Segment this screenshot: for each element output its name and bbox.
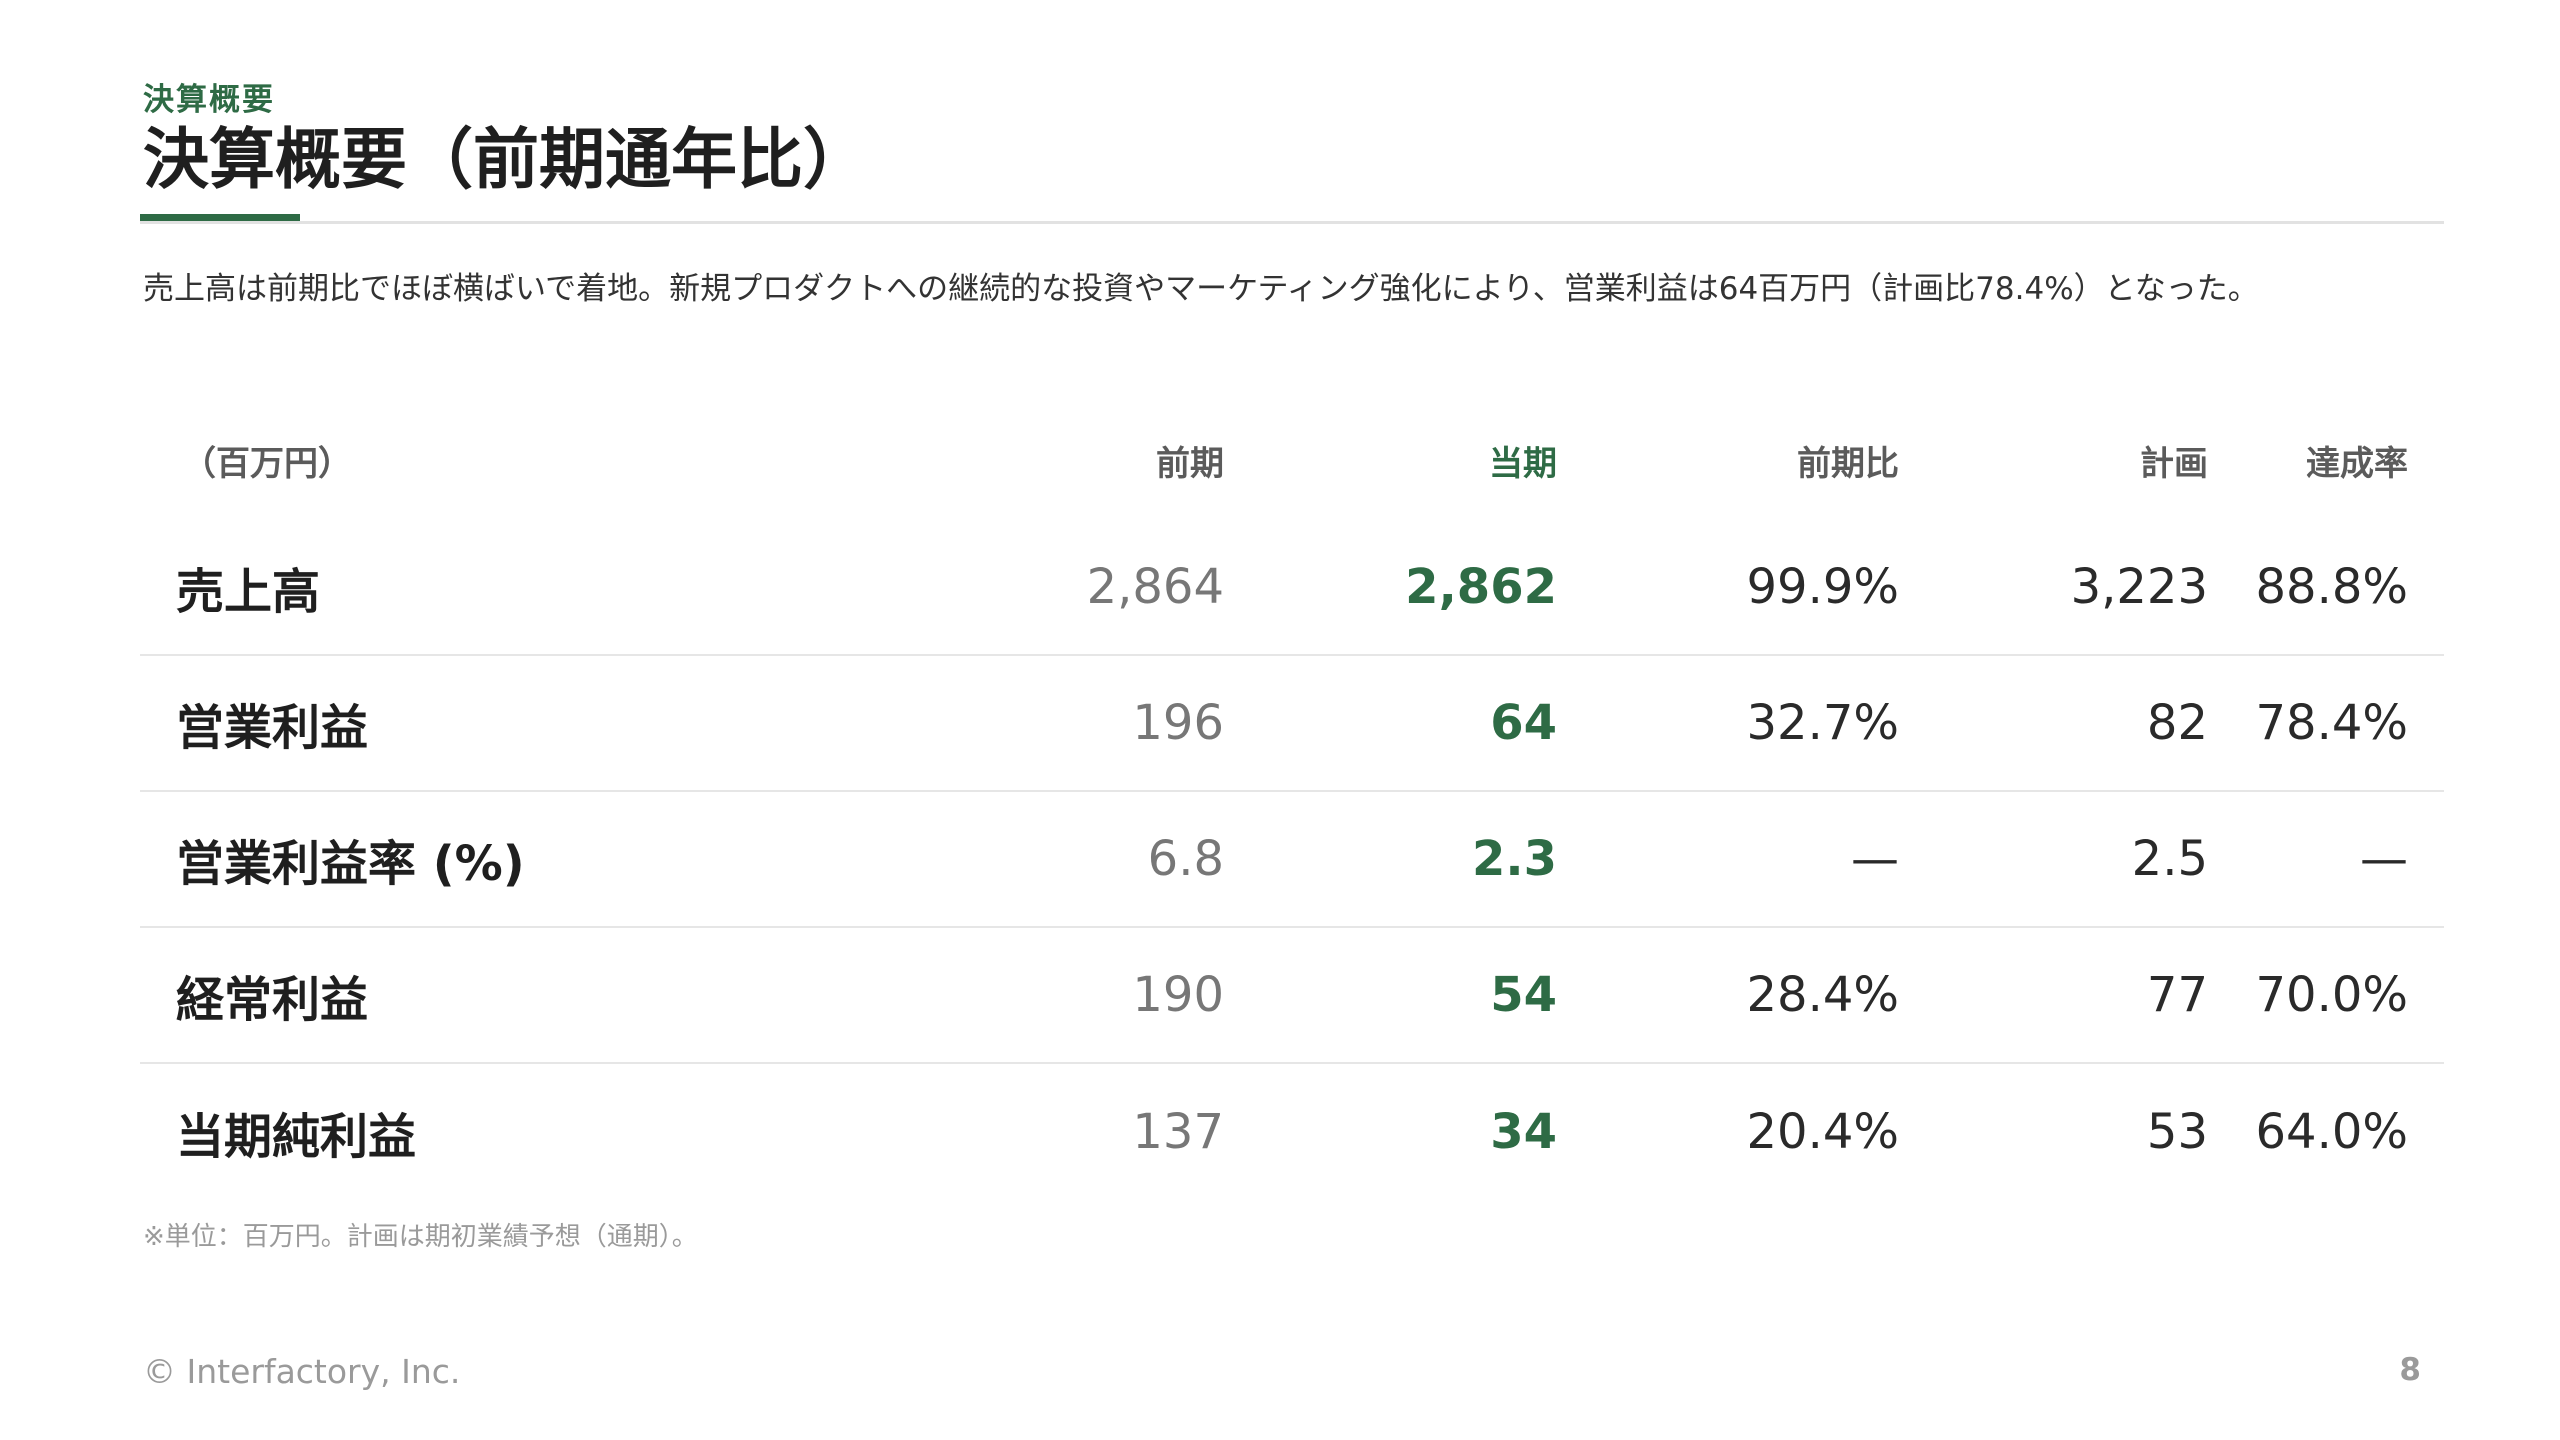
current-value: 2.3 xyxy=(1471,831,1557,887)
achievement-value: 78.4% xyxy=(2255,695,2408,751)
previous-value: 6.8 xyxy=(1147,831,1224,887)
achievement-value: — xyxy=(2360,831,2408,887)
table-row: 営業利益 196 64 32.7% 82 78.4% xyxy=(140,656,2444,792)
table-row: 営業利益率 (%) 6.8 2.3 — 2.5 — xyxy=(140,792,2444,928)
summary-text: 売上高は前期比でほぼ横ばいで着地。新規プロダクトへの継続的な投資やマーケティング… xyxy=(143,271,2259,307)
results-table: （百万円） 前期 当期 前期比 計画 達成率 売上高 2,864 2,862 9… xyxy=(140,400,2444,1200)
yoy-value: — xyxy=(1851,831,1899,887)
plan-value: 77 xyxy=(2146,967,2208,1023)
previous-value: 2,864 xyxy=(1086,559,1224,615)
table-row: 当期純利益 137 34 20.4% 53 64.0% xyxy=(140,1064,2444,1200)
section-eyebrow: 決算概要 xyxy=(143,82,275,118)
row-label: 売上高 xyxy=(176,564,321,620)
page-number: 8 xyxy=(2399,1352,2421,1388)
current-value: 34 xyxy=(1490,1104,1557,1160)
previous-value: 196 xyxy=(1132,695,1224,751)
yoy-value: 32.7% xyxy=(1746,695,1899,751)
column-header-achievement: 達成率 xyxy=(2306,443,2408,484)
column-header-plan: 計画 xyxy=(2140,443,2208,484)
row-label: 営業利益率 (%) xyxy=(176,836,525,892)
copyright-text: © Interfactory, Inc. xyxy=(143,1352,461,1391)
table-row: 売上高 2,864 2,862 99.9% 3,223 88.8% xyxy=(140,520,2444,656)
yoy-value: 20.4% xyxy=(1746,1104,1899,1160)
plan-value: 2.5 xyxy=(2131,831,2208,887)
title-divider xyxy=(140,221,2444,224)
plan-value: 3,223 xyxy=(2070,559,2208,615)
yoy-value: 28.4% xyxy=(1746,967,1899,1023)
column-header-unit: （百万円） xyxy=(182,443,352,484)
column-header-current: 当期 xyxy=(1489,443,1557,484)
previous-value: 190 xyxy=(1132,967,1224,1023)
table-header-row: （百万円） 前期 当期 前期比 計画 達成率 xyxy=(140,400,2444,520)
achievement-value: 64.0% xyxy=(2255,1104,2408,1160)
column-header-previous: 前期 xyxy=(1156,443,1224,484)
achievement-value: 88.8% xyxy=(2255,559,2408,615)
page-title: 決算概要（前期通年比） xyxy=(143,121,869,198)
current-value: 64 xyxy=(1490,695,1557,751)
plan-value: 82 xyxy=(2146,695,2208,751)
table-row: 経常利益 190 54 28.4% 77 70.0% xyxy=(140,928,2444,1064)
current-value: 2,862 xyxy=(1405,559,1557,615)
row-label: 営業利益 xyxy=(176,700,369,756)
previous-value: 137 xyxy=(1132,1104,1224,1160)
achievement-value: 70.0% xyxy=(2255,967,2408,1023)
current-value: 54 xyxy=(1490,967,1557,1023)
plan-value: 53 xyxy=(2146,1104,2208,1160)
row-label: 当期純利益 xyxy=(176,1109,417,1165)
column-header-yoy: 前期比 xyxy=(1797,443,1899,484)
table-footnote: ※単位：百万円。計画は期初業績予想（通期）。 xyxy=(143,1222,698,1252)
yoy-value: 99.9% xyxy=(1746,559,1899,615)
row-label: 経常利益 xyxy=(176,972,369,1028)
title-accent-bar xyxy=(140,214,300,221)
